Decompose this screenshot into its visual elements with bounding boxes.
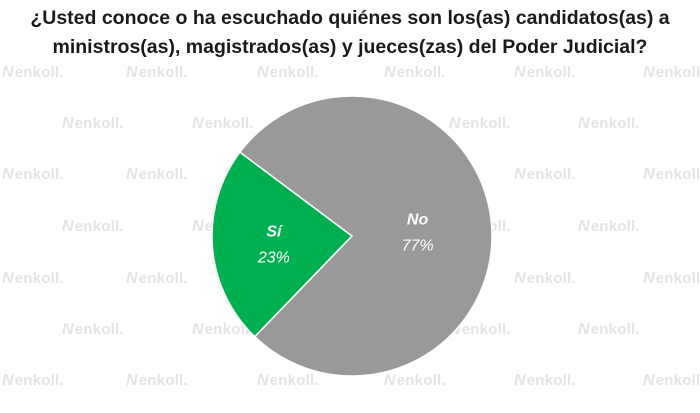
slice-value-label: 77% — [402, 238, 434, 255]
pie-slice-si — [211, 151, 354, 338]
chart-title-line-2: ministros(as), magistrados(as) y jueces(… — [52, 36, 648, 58]
chart-title-line-1: ¿Usted conoce o ha escuchado quiénes son… — [30, 7, 670, 29]
slice-category-label: Sí — [266, 223, 284, 240]
chart-title: ¿Usted conoce o ha escuchado quiénes son… — [0, 4, 700, 62]
pie-slice-no — [238, 95, 493, 377]
slice-value-label: 23% — [257, 249, 290, 266]
slice-category-label: No — [407, 212, 429, 229]
